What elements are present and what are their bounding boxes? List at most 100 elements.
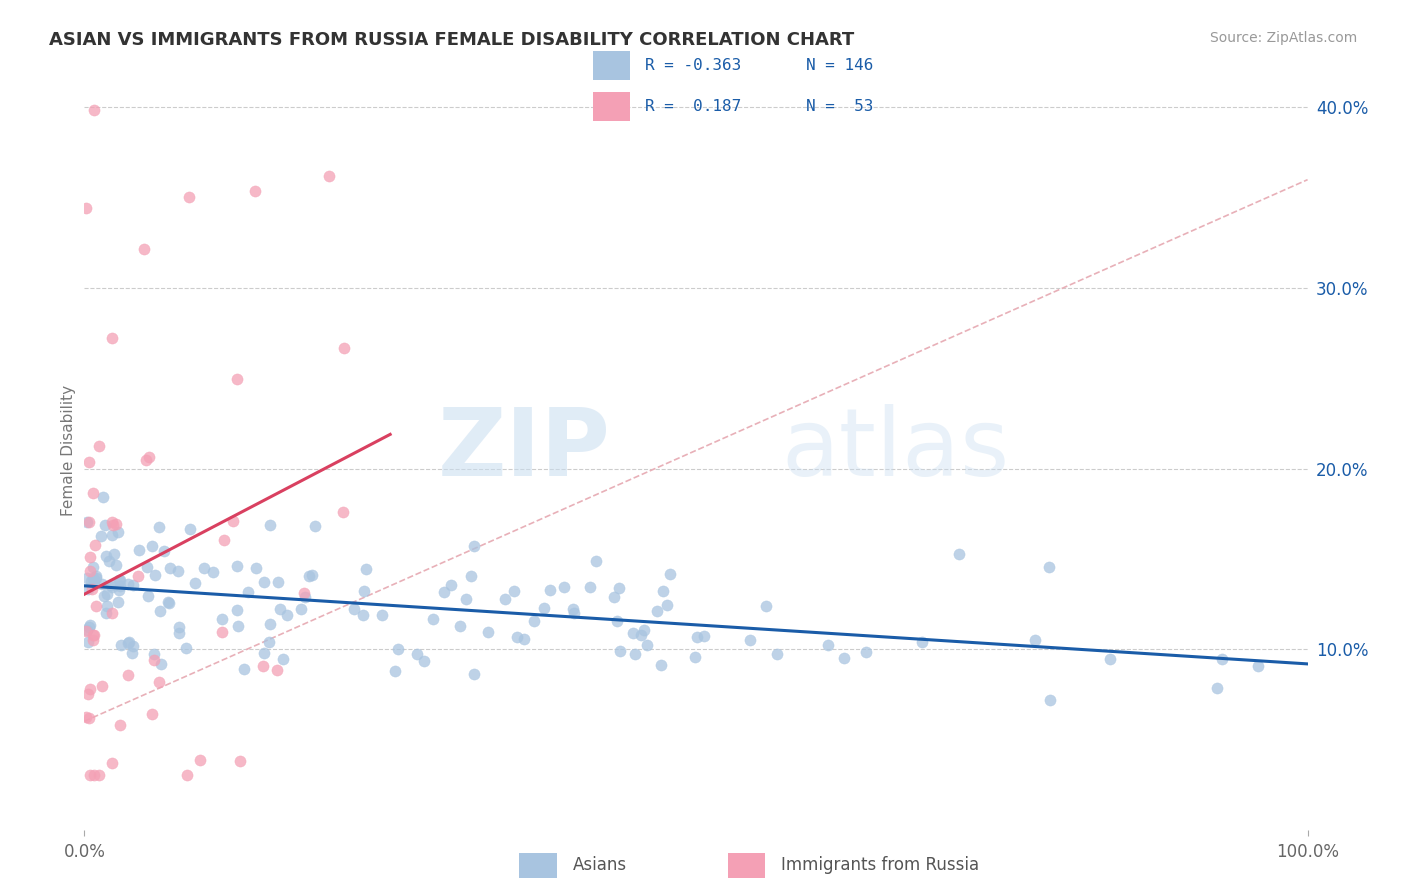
Point (138, 450, 160, 464)
Point (222, 514, 245, 528)
Point (503, 584, 526, 599)
Point (624, 648, 647, 662)
Text: ZIP: ZIP (437, 404, 610, 497)
Point (630, 628, 652, 642)
Point (817, 638, 839, 652)
Point (91, 490, 114, 504)
Point (83, 103, 105, 117)
Point (1039, 693, 1062, 707)
Point (650, 657, 672, 672)
Point (121, 578, 143, 592)
Point (318, 169, 340, 183)
Point (84, 599, 107, 614)
Point (77, 582, 100, 597)
Point (740, 632, 762, 647)
FancyBboxPatch shape (519, 853, 557, 878)
Point (948, 548, 970, 562)
Point (236, 585, 259, 599)
Point (211, 624, 233, 639)
Point (87, 768, 110, 782)
Point (832, 651, 855, 665)
Point (83, 573, 105, 587)
Point (226, 558, 249, 573)
Point (225, 603, 247, 617)
Point (94, 607, 117, 621)
Point (159, 596, 181, 610)
Point (141, 707, 163, 722)
Point (609, 581, 631, 595)
Point (136, 590, 159, 604)
Point (267, 574, 290, 589)
Point (294, 590, 316, 604)
Point (271, 652, 294, 666)
Text: R =  0.187: R = 0.187 (645, 99, 741, 114)
Text: Asians: Asians (572, 856, 627, 874)
Point (91, 577, 114, 591)
Point (101, 515, 124, 529)
Point (108, 583, 131, 598)
Point (269, 602, 291, 616)
Point (77, 455, 100, 469)
Point (603, 591, 626, 605)
Point (257, 635, 280, 649)
Point (84, 568, 107, 582)
Point (91, 679, 114, 693)
Point (82, 632, 104, 647)
Point (463, 539, 485, 553)
Point (766, 647, 789, 661)
Point (145, 568, 167, 582)
Point (167, 620, 190, 634)
Text: N =  53: N = 53 (806, 99, 873, 114)
Point (83, 768, 105, 782)
Point (1098, 652, 1121, 666)
Text: Source: ZipAtlas.com: Source: ZipAtlas.com (1209, 31, 1357, 45)
Point (259, 517, 281, 532)
Point (167, 564, 190, 578)
Point (110, 638, 132, 652)
Point (93, 518, 115, 533)
Point (370, 608, 392, 623)
Point (104, 558, 127, 573)
Point (127, 569, 149, 583)
Point (609, 644, 631, 658)
Point (252, 659, 274, 673)
Point (90, 529, 112, 543)
Point (118, 635, 141, 649)
Point (658, 567, 681, 582)
Point (94, 549, 117, 563)
Point (1038, 559, 1060, 574)
Point (134, 242, 156, 256)
Point (101, 580, 124, 594)
Point (494, 592, 516, 607)
Point (463, 666, 485, 681)
Point (1024, 632, 1046, 647)
Point (202, 566, 225, 580)
Point (212, 533, 235, 547)
Point (245, 560, 267, 574)
Point (141, 539, 163, 553)
Point (226, 372, 249, 386)
Point (211, 612, 233, 626)
Point (253, 575, 276, 590)
Point (135, 452, 157, 467)
Point (406, 647, 429, 661)
Point (755, 599, 778, 613)
Point (179, 522, 201, 536)
Point (82, 486, 104, 500)
Point (75, 201, 97, 215)
Point (855, 645, 877, 659)
Point (83, 574, 105, 589)
Point (655, 598, 678, 612)
Point (652, 583, 675, 598)
Point (228, 754, 250, 768)
Point (911, 635, 934, 649)
Point (606, 614, 628, 628)
Point (562, 602, 585, 616)
Point (76, 623, 98, 637)
Point (83, 628, 105, 642)
Point (107, 524, 129, 539)
Point (226, 618, 249, 632)
Point (506, 630, 529, 644)
Point (82, 560, 104, 574)
Point (522, 615, 544, 629)
